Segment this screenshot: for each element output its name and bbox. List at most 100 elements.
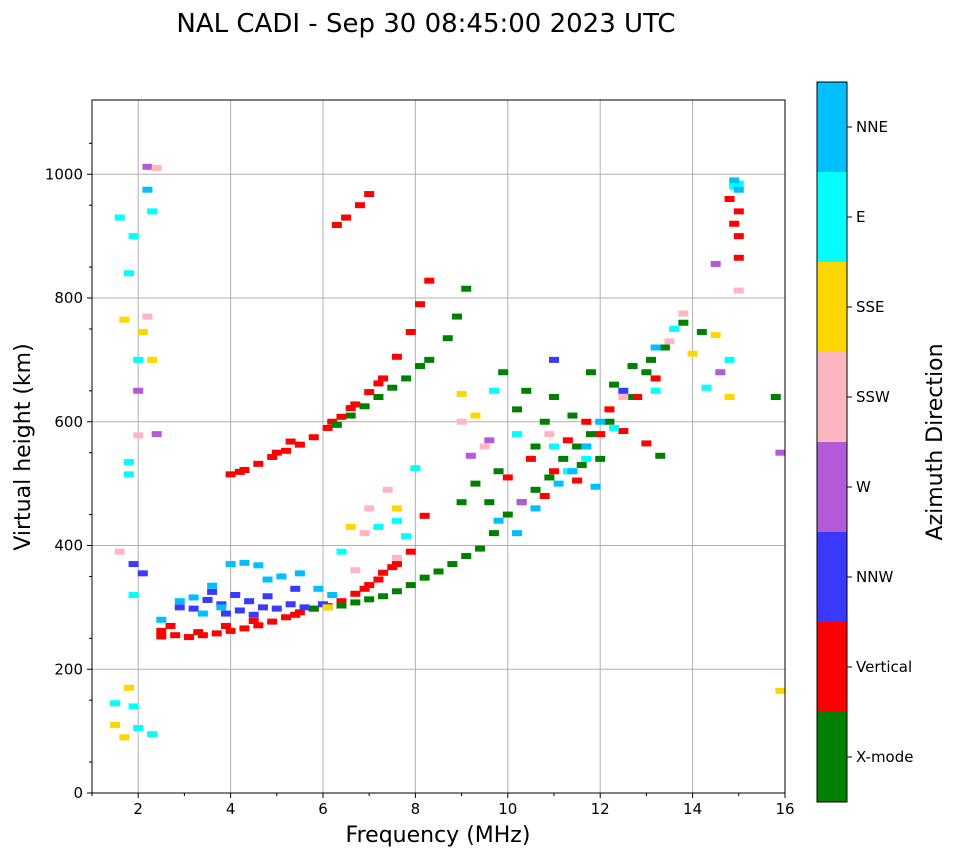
x-axis-label: Frequency (MHz) <box>346 823 531 848</box>
x-tick-label: 2 <box>133 800 143 818</box>
point-vertical <box>336 413 347 420</box>
point-vertical <box>225 471 236 478</box>
point-vertical <box>308 434 319 441</box>
colorbar-segment <box>817 352 847 442</box>
point-nne <box>225 561 236 568</box>
colorbar-segment <box>817 262 847 352</box>
plot-frame <box>91 99 786 794</box>
point-xmode <box>424 356 435 363</box>
point-e <box>512 431 523 438</box>
point-vertical <box>391 353 402 360</box>
point-xmode <box>696 329 707 336</box>
point-w <box>710 260 721 267</box>
point-xmode <box>451 313 462 320</box>
x-tick-label: 10 <box>498 800 517 818</box>
point-vertical <box>632 394 643 400</box>
point-vertical <box>724 196 735 202</box>
point-e <box>581 455 592 462</box>
point-nnw <box>244 598 255 605</box>
point-vertical <box>331 221 342 228</box>
point-xmode <box>512 406 523 413</box>
point-nne <box>207 582 218 589</box>
point-sse <box>119 734 130 741</box>
point-xmode <box>470 480 481 487</box>
y-tick-label: 1000 <box>45 165 83 183</box>
y-tick-label: 800 <box>54 289 83 307</box>
point-ssw <box>618 394 629 400</box>
x-tick-label: 12 <box>591 800 610 818</box>
point-ssw <box>350 567 361 574</box>
point-xmode <box>419 574 430 581</box>
point-vertical <box>604 406 615 413</box>
point-vertical <box>248 617 259 624</box>
point-vertical <box>341 214 352 221</box>
point-vertical <box>572 477 583 484</box>
point-nne <box>216 604 227 611</box>
point-nne <box>174 598 185 605</box>
data-points <box>110 163 786 741</box>
point-e <box>391 517 402 524</box>
point-e <box>729 183 740 190</box>
point-xmode <box>373 394 384 400</box>
point-xmode <box>655 452 666 459</box>
point-xmode <box>378 593 389 600</box>
y-tick-label: 0 <box>73 784 83 802</box>
point-vertical <box>562 437 573 444</box>
point-sse <box>123 684 134 691</box>
point-vertical <box>733 233 744 240</box>
point-vertical <box>336 598 347 605</box>
point-ssw <box>382 486 393 493</box>
point-ssw <box>456 418 467 425</box>
point-vertical <box>156 633 167 640</box>
point-e <box>724 356 735 363</box>
point-vertical <box>733 208 744 215</box>
point-sse <box>710 332 721 339</box>
point-xmode <box>539 418 550 425</box>
point-xmode <box>350 599 361 606</box>
point-nnw <box>220 610 231 617</box>
point-nne <box>650 344 661 351</box>
colorbar-category-label: NNW <box>856 568 893 586</box>
point-vertical <box>650 375 661 382</box>
point-e <box>123 270 134 277</box>
point-e <box>114 214 125 221</box>
point-xmode <box>576 462 587 469</box>
point-ssw <box>479 443 490 450</box>
point-nne <box>239 559 250 566</box>
point-vertical <box>253 460 264 467</box>
point-nnw <box>257 604 268 611</box>
point-vertical <box>364 582 375 589</box>
point-vertical <box>595 431 606 438</box>
point-sse <box>775 687 786 694</box>
point-sse <box>470 412 481 419</box>
x-tick-label: 16 <box>775 800 794 818</box>
point-ssw <box>733 287 744 294</box>
point-nnw <box>207 588 218 595</box>
point-ssw <box>544 431 555 438</box>
point-nnw <box>549 356 559 363</box>
point-nnw <box>271 605 282 612</box>
point-nne <box>313 585 324 592</box>
point-xmode <box>331 421 342 428</box>
point-nnw <box>216 601 227 608</box>
point-xmode <box>461 553 472 560</box>
point-vertical <box>193 629 204 636</box>
point-ssw <box>133 432 144 439</box>
point-e <box>488 387 499 394</box>
point-ssw <box>114 548 125 555</box>
point-xmode <box>415 363 426 370</box>
point-ssw <box>364 505 375 512</box>
x-tick-label: 8 <box>411 800 421 818</box>
colorbar-category-label: E <box>856 208 865 226</box>
point-sse <box>147 356 158 363</box>
point-vertical <box>733 254 744 261</box>
point-xmode <box>659 344 670 351</box>
point-vertical <box>391 561 402 568</box>
point-xmode <box>585 369 596 376</box>
point-vertical <box>267 454 278 461</box>
point-e <box>733 180 744 187</box>
point-nnw <box>318 601 328 608</box>
point-vertical <box>502 474 513 481</box>
point-xmode <box>488 530 499 537</box>
grid-lines <box>92 100 786 794</box>
